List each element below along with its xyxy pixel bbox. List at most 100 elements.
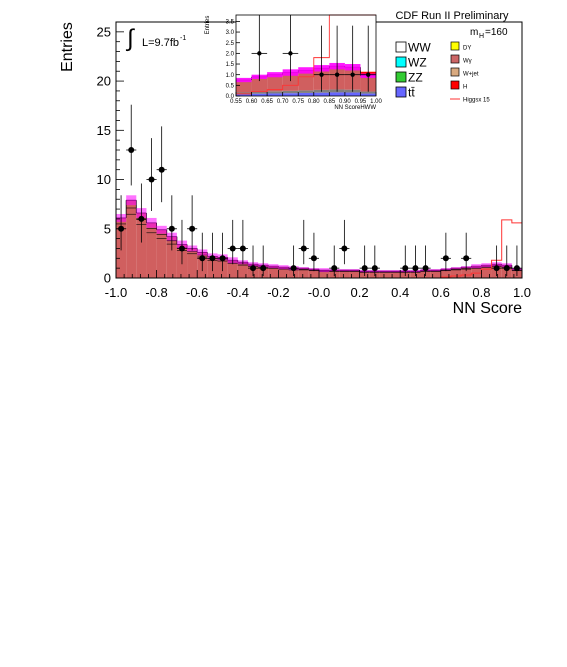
x-tick-label: 0.80 xyxy=(308,99,320,105)
stack-segment xyxy=(251,93,268,96)
data-point xyxy=(178,245,185,252)
stack-segment xyxy=(344,92,361,96)
data-point xyxy=(257,51,262,56)
stack-segment xyxy=(298,90,314,93)
stack-segment xyxy=(267,93,283,96)
x-tick-label: 1.00 xyxy=(370,99,382,105)
stack-segment xyxy=(236,80,252,93)
x-tick-label: 0.60 xyxy=(246,99,258,105)
data-point xyxy=(209,255,216,262)
data-point xyxy=(513,265,520,272)
x-tick-label: 0.85 xyxy=(323,99,335,105)
data-point xyxy=(290,265,297,272)
stack-segment xyxy=(251,91,268,94)
stack-segment xyxy=(236,94,252,96)
lumi-superscript: -1 xyxy=(180,35,186,42)
red-box-icon xyxy=(450,80,460,90)
x-tick-label: 0.8 xyxy=(472,285,490,300)
integral-symbol: ∫ xyxy=(125,25,135,52)
data-point xyxy=(128,147,135,153)
legend-label: WZ xyxy=(408,56,427,70)
uncertainty-bin xyxy=(146,217,157,228)
data-point xyxy=(319,72,324,77)
data-point xyxy=(361,265,368,272)
stack-bar xyxy=(461,267,472,278)
stack-bar xyxy=(298,268,309,278)
stack-bar xyxy=(237,262,248,278)
stack-bar xyxy=(379,271,391,278)
stack-segment xyxy=(298,70,314,91)
stack-bar xyxy=(227,260,238,278)
x-tick-label: 1.0 xyxy=(513,285,531,300)
x-tick-label: -0.6 xyxy=(186,285,208,300)
stack-segment xyxy=(251,76,268,92)
inset-y-axis-title: Entries xyxy=(205,16,211,35)
blue-box-icon xyxy=(395,86,407,98)
inset-x-axis-title: NN ScoreHWW xyxy=(334,105,376,111)
data-point xyxy=(158,166,165,173)
data-point xyxy=(300,245,307,252)
uncertainty-bin xyxy=(278,265,289,270)
uncertainty-bin xyxy=(126,195,137,206)
stack-bar xyxy=(390,271,401,278)
data-point xyxy=(260,265,267,272)
data-point xyxy=(199,255,206,262)
uncertainty-bin xyxy=(298,67,314,74)
y-axis-title: Entries xyxy=(59,22,76,72)
data-point xyxy=(371,265,378,272)
data-point xyxy=(189,225,196,232)
stack-bar xyxy=(126,200,137,278)
stack-segment xyxy=(236,92,252,95)
cyan-box-icon xyxy=(395,56,407,68)
uncertainty-bin xyxy=(156,225,167,234)
stack-segment xyxy=(298,92,314,96)
stack-segment xyxy=(360,91,376,94)
data-point xyxy=(493,265,500,272)
x-tick-label: -1.0 xyxy=(105,285,127,300)
legend-label: WW xyxy=(408,41,431,55)
data-point xyxy=(138,215,145,222)
data-point xyxy=(219,255,226,262)
inset-data-points xyxy=(251,15,376,92)
legend-label: Higgsx 15 xyxy=(463,98,490,104)
uncertainty-bin xyxy=(298,267,309,270)
y-tick-label: 10 xyxy=(97,172,111,187)
legend-right-column: DY Wγ W+jet H Higgsx 15 xyxy=(450,41,490,104)
stack-bar xyxy=(319,270,330,278)
uncertainty-bin xyxy=(267,72,283,78)
uncertainty-bin xyxy=(339,269,350,272)
data-point xyxy=(310,255,317,262)
legend-label: Wγ xyxy=(463,59,472,65)
data-point xyxy=(366,72,371,77)
tan-box-icon xyxy=(450,67,460,77)
legend-label: tt̄ xyxy=(408,86,415,100)
x-tick-label: 0.95 xyxy=(355,99,367,105)
x-tick-label: 0.70 xyxy=(277,99,289,105)
uncertainty-bin xyxy=(349,269,360,272)
data-point xyxy=(341,245,348,252)
stack-segment xyxy=(282,72,299,91)
stack-bar xyxy=(146,222,157,278)
data-point xyxy=(168,225,175,232)
uncertainty-bin xyxy=(471,264,482,269)
y-tick-label: 20 xyxy=(97,74,111,89)
stack-bar xyxy=(349,270,360,278)
yellow-box-icon xyxy=(450,41,460,51)
green-box-icon xyxy=(395,71,407,83)
mass-m: m xyxy=(470,27,478,38)
x-tick-label: -0.2 xyxy=(267,285,289,300)
uncertainty-bin xyxy=(430,269,441,272)
data-point xyxy=(148,176,155,183)
main-axes: -1.0 -0.8 -0.6 -0.4 -0.2 -0.0 0.2 0.4 0.6 0.8 1.00… xyxy=(97,24,532,300)
x-axis-title: NN Score xyxy=(453,300,522,317)
data-point xyxy=(350,72,355,77)
x-tick-label: 0.55 xyxy=(230,99,242,105)
data-point xyxy=(422,265,429,272)
data-point xyxy=(239,245,246,252)
stack-segment xyxy=(267,74,283,92)
data-point xyxy=(503,265,510,272)
stack-bar xyxy=(471,266,482,278)
y-tick-label: 0.5 xyxy=(226,83,235,89)
